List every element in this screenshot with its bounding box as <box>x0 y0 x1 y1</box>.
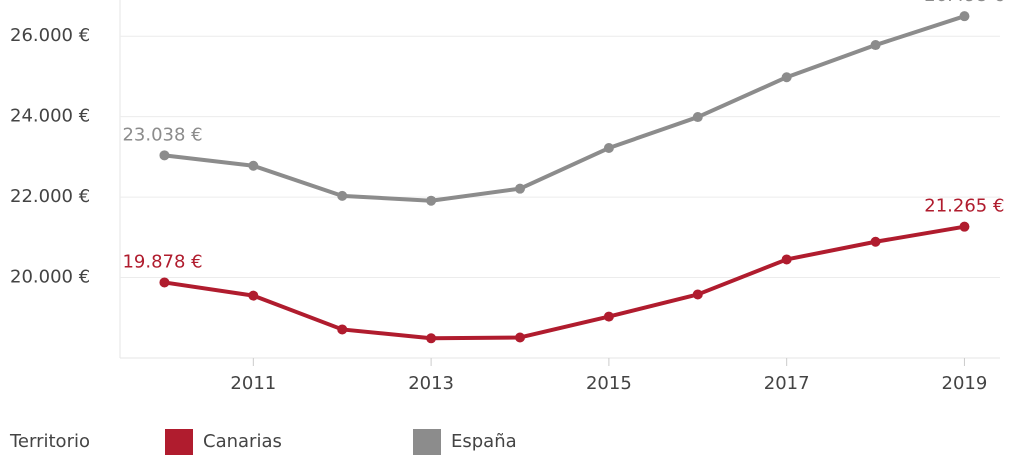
point <box>781 254 792 265</box>
point <box>159 150 170 161</box>
point <box>248 290 259 301</box>
x-tick-label: 2019 <box>942 373 988 394</box>
point <box>426 333 437 344</box>
point <box>159 277 170 288</box>
legend-swatch <box>413 429 441 455</box>
data-label: 23.038 € <box>122 124 202 145</box>
point <box>337 190 348 201</box>
data-label: 26.498 € <box>924 0 1004 6</box>
point <box>870 236 881 247</box>
point <box>603 311 614 322</box>
point <box>692 112 703 123</box>
point <box>692 289 703 300</box>
data-label: 21.265 € <box>924 196 1004 217</box>
point <box>959 221 970 232</box>
point <box>959 11 970 22</box>
legend-label: Canarias <box>203 431 282 452</box>
line <box>164 224 965 341</box>
y-tick-label: 20.000 € <box>10 267 90 288</box>
point <box>781 72 792 83</box>
x-tick-label: 2013 <box>408 373 454 394</box>
line <box>164 14 966 203</box>
point <box>515 332 525 343</box>
point <box>515 183 525 194</box>
y-tick-label: 24.000 € <box>10 106 90 127</box>
point <box>426 195 437 206</box>
point <box>870 40 881 51</box>
legend-label: España <box>451 431 517 452</box>
point <box>337 324 348 335</box>
point <box>603 143 614 154</box>
x-tick-label: 2015 <box>586 373 632 394</box>
y-tick-label: 26.000 € <box>10 25 90 46</box>
x-tick-label: 2017 <box>764 373 810 394</box>
legend-title: Territorio <box>9 431 90 452</box>
data-label: 19.878 € <box>122 251 202 272</box>
legend-swatch <box>165 429 193 455</box>
point <box>248 160 259 171</box>
x-tick-label: 2011 <box>230 373 276 394</box>
y-tick-label: 22.000 € <box>10 186 90 207</box>
